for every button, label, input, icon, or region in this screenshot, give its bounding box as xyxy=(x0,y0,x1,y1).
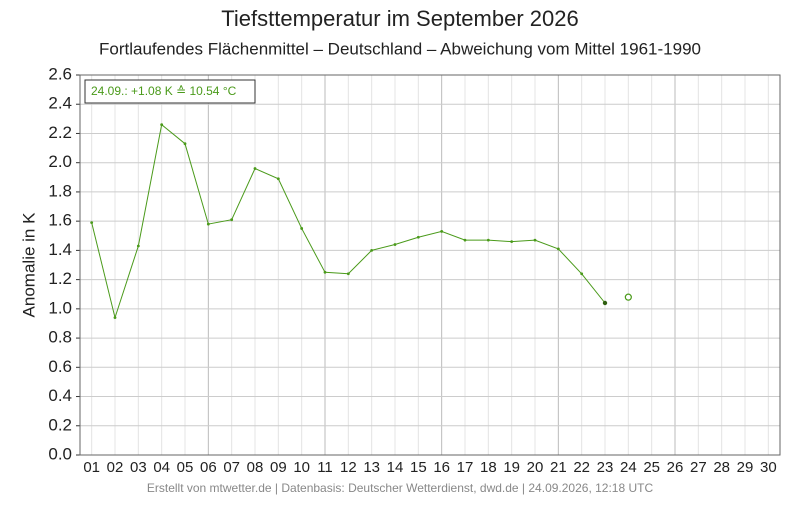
x-tick-label: 19 xyxy=(503,459,520,476)
x-tick-label: 14 xyxy=(387,459,404,476)
point xyxy=(393,243,397,246)
point xyxy=(463,238,467,242)
point xyxy=(602,300,608,306)
x-tick-label: 17 xyxy=(457,459,474,476)
point xyxy=(183,142,187,146)
point xyxy=(160,123,164,127)
point xyxy=(416,235,420,239)
x-tick-label: 05 xyxy=(177,459,194,476)
x-tick-label: 29 xyxy=(737,459,754,476)
y-tick-label: 2.4 xyxy=(48,94,72,113)
x-tick-label: 12 xyxy=(340,459,357,476)
point xyxy=(276,177,280,181)
y-tick-label: 0.8 xyxy=(48,328,72,347)
chart-title: Tiefsttemperatur im September 2026 xyxy=(221,6,578,31)
x-tick-label: 01 xyxy=(83,459,100,476)
x-tick-label: 20 xyxy=(527,459,544,476)
x-tick-label: 08 xyxy=(247,459,264,476)
x-tick-label: 06 xyxy=(200,459,217,476)
x-tick-label: 15 xyxy=(410,459,427,476)
point xyxy=(346,272,350,276)
point xyxy=(370,248,374,252)
x-tick-label: 28 xyxy=(713,459,730,476)
annotation: 24.09.: +1.08 K ≙ 10.54 °C xyxy=(91,84,237,98)
point xyxy=(90,221,94,225)
y-axis-label: Anomalie in K xyxy=(19,212,38,318)
point xyxy=(580,272,584,276)
x-tick-label: 02 xyxy=(107,459,124,476)
y-tick-label: 1.0 xyxy=(48,298,72,317)
y-tick-label: 1.4 xyxy=(48,240,72,259)
x-tick-label: 03 xyxy=(130,459,147,476)
y-tick-label: 2.2 xyxy=(48,123,72,142)
x-tick-label: 24 xyxy=(620,459,637,476)
point xyxy=(486,238,490,242)
y-tick-label: 2.0 xyxy=(48,152,72,171)
x-tick-label: 22 xyxy=(573,459,590,476)
point xyxy=(533,238,537,242)
y-tick-label: 1.2 xyxy=(48,269,72,288)
point xyxy=(136,244,140,248)
x-tick-label: 10 xyxy=(293,459,310,476)
x-tick-label: 11 xyxy=(317,459,333,476)
chart-subtitle: Fortlaufendes Flächenmittel – Deutschlan… xyxy=(99,39,701,58)
x-tick-label: 27 xyxy=(690,459,707,476)
point xyxy=(556,247,560,251)
x-tick-label: 04 xyxy=(153,459,170,476)
point xyxy=(300,227,304,230)
annotation-box xyxy=(84,79,256,104)
current-point xyxy=(624,293,632,301)
y-tick-label: 1.6 xyxy=(48,211,72,230)
x-tick-label: 23 xyxy=(597,459,614,476)
x-tick-label: 13 xyxy=(363,459,380,476)
x-tick-label: 07 xyxy=(223,459,240,476)
point xyxy=(323,270,327,274)
point xyxy=(253,167,257,170)
x-tick-label: 18 xyxy=(480,459,497,476)
x-tick-label: 21 xyxy=(550,459,567,476)
x-tick-label: 30 xyxy=(760,459,777,476)
y-tick-label: 0.6 xyxy=(48,357,72,376)
y-tick-label: 0.2 xyxy=(48,415,72,434)
x-tick-label: 26 xyxy=(667,459,684,476)
footer: Erstellt von mtwetter.de | Datenbasis: D… xyxy=(147,481,654,495)
point xyxy=(230,218,234,222)
y-tick-label: 2.6 xyxy=(48,64,72,83)
point xyxy=(510,240,514,244)
point xyxy=(440,229,444,233)
point xyxy=(113,316,117,320)
point xyxy=(206,222,210,226)
x-tick-label: 09 xyxy=(270,459,287,476)
y-tick-label: 1.8 xyxy=(48,181,72,200)
plot-frame xyxy=(79,74,781,456)
x-tick-label: 25 xyxy=(643,459,660,476)
x-tick-label: 16 xyxy=(433,459,450,476)
y-tick-label: 0.4 xyxy=(48,386,72,405)
y-tick-label: 0.0 xyxy=(48,444,72,463)
